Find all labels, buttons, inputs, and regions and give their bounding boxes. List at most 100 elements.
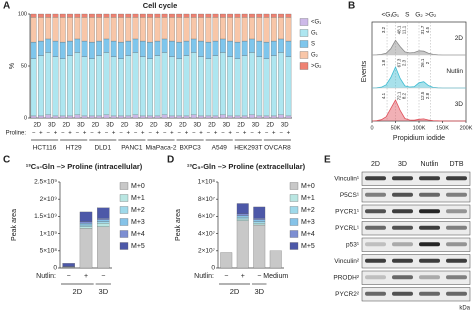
- blot-column-label: 3D: [398, 161, 407, 168]
- gate-percent: 8.2: [401, 92, 406, 99]
- bar-segment: [263, 115, 270, 119]
- bar-segment: [161, 52, 168, 116]
- panel-label: C: [3, 155, 10, 166]
- bar-segment: [278, 16, 284, 40]
- bar-segment: [176, 41, 183, 59]
- category-label: −: [224, 273, 228, 280]
- legend-label: M+1: [131, 195, 145, 202]
- group-label: HT29: [66, 145, 82, 152]
- gate-percent: 4.1: [381, 92, 386, 99]
- bar-segment: [118, 58, 124, 117]
- bar-segment: [59, 41, 66, 59]
- bar-segment: [253, 217, 266, 220]
- gate-percent: 26.1: [420, 58, 425, 67]
- group-label: BXPC3: [179, 145, 201, 152]
- bar-segment: [67, 55, 73, 117]
- bar-segment: [154, 40, 161, 56]
- legend-swatch: [119, 194, 129, 202]
- category-row-label: Proline:: [6, 131, 27, 137]
- bar-segment: [161, 38, 168, 53]
- category-label: −: [90, 131, 94, 137]
- blot-strip: [361, 171, 471, 186]
- bar-segment: [236, 220, 249, 269]
- bar-segment: [38, 16, 44, 42]
- bar-segment: [270, 16, 277, 42]
- bar-segment: [52, 115, 59, 119]
- blot-strip: [361, 254, 471, 269]
- panel-label: D: [167, 155, 174, 166]
- legend-swatch: [119, 218, 129, 226]
- blot-row-label: PRODH²: [333, 274, 359, 281]
- bar-segment: [139, 13, 146, 18]
- bar-segment: [81, 115, 88, 119]
- bar-segment: [253, 223, 266, 226]
- blot-band: [419, 275, 440, 280]
- bar-segment: [147, 16, 153, 43]
- bar-segment: [67, 115, 73, 119]
- bar-segment: [74, 16, 81, 40]
- bar-segment: [154, 115, 161, 119]
- category-row-label: Nutlin:: [194, 273, 214, 280]
- bar-segment: [253, 224, 266, 269]
- bar-segment: [236, 218, 249, 221]
- bar-segment: [89, 16, 95, 43]
- bar-segment: [139, 16, 146, 42]
- blot-column-label: DTB: [450, 161, 464, 168]
- category-label: −: [265, 131, 269, 137]
- y-tick-label: 1.5×10⁹: [34, 213, 57, 220]
- legend-swatch: [289, 242, 299, 250]
- blot-strip: [361, 237, 471, 252]
- bar-segment: [110, 16, 117, 42]
- bar-segment: [45, 52, 52, 116]
- group-label: OVCAR8: [264, 145, 291, 152]
- bar-segment: [241, 115, 248, 119]
- bar-segment: [249, 52, 255, 116]
- bar-segment: [38, 13, 44, 18]
- bar-segment: [52, 56, 59, 117]
- bar-segment: [234, 13, 241, 18]
- blot-row-label: PYCRL¹: [335, 225, 360, 232]
- bar-segment: [205, 41, 212, 59]
- group-label: 2D: [73, 287, 83, 296]
- bar-segment: [169, 40, 175, 57]
- y-tick-label: 0: [211, 265, 215, 272]
- bar-segment: [256, 13, 263, 18]
- bar-segment: [212, 115, 219, 119]
- bar-segment: [67, 16, 73, 42]
- panel-label: E: [324, 155, 331, 166]
- bar-segment: [79, 223, 93, 226]
- blot-band: [446, 176, 467, 181]
- category-label: −: [32, 131, 36, 137]
- bar-segment: [79, 211, 93, 222]
- category-label: +: [112, 131, 116, 137]
- bar-segment: [263, 41, 270, 59]
- condition-label: 2D: [208, 123, 216, 129]
- category-label: +: [39, 131, 43, 137]
- gate-percent: 3.2: [381, 26, 386, 33]
- bar-segment: [285, 40, 292, 57]
- legend-label: M+2: [301, 207, 315, 214]
- blot-row-label: PYCR2²: [335, 291, 360, 298]
- blot-band: [365, 258, 386, 263]
- blot-band: [365, 225, 386, 230]
- x-tick-label: 0: [370, 125, 373, 131]
- bar-segment: [147, 58, 153, 117]
- blot-band: [365, 192, 386, 197]
- blot-band: [392, 225, 413, 230]
- bar-segment: [253, 206, 266, 219]
- legend-label: M+1: [301, 195, 315, 202]
- bar-segment: [161, 114, 168, 119]
- bar-segment: [118, 13, 124, 18]
- bar-segment: [263, 16, 270, 43]
- blot-strip: [361, 221, 471, 236]
- y-tick-label: 100: [18, 11, 27, 17]
- category-label: −: [207, 131, 211, 137]
- bar-segment: [81, 40, 88, 57]
- blot-band: [419, 242, 440, 247]
- bar-segment: [30, 13, 37, 18]
- bar-segment: [45, 13, 52, 18]
- bar-segment: [125, 55, 132, 117]
- legend-label: M+4: [131, 231, 145, 238]
- bar-segment: [198, 40, 204, 57]
